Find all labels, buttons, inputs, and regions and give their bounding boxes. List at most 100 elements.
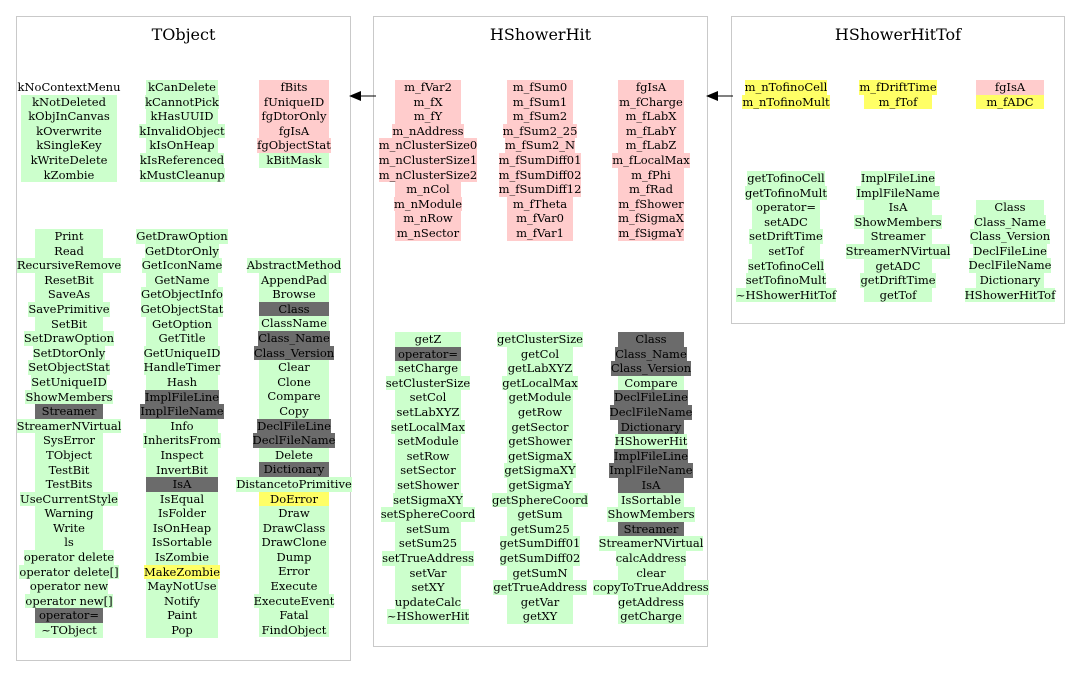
member-streamernvirtual: StreamerNVirtual xyxy=(16,418,122,434)
member-setobjectstat: SetObjectStat xyxy=(28,360,110,375)
member-m-fvar2: m_fVar2 xyxy=(395,80,461,95)
member-class-name: Class_Name xyxy=(615,346,687,362)
member-implfilename: ImplFileName xyxy=(856,185,940,201)
member-kwritedelete: kWriteDelete xyxy=(21,152,117,168)
member-m-fphi: m_fPhi xyxy=(618,167,684,183)
member-syserror: SysError xyxy=(35,433,103,448)
member-class-version: Class_Version xyxy=(610,361,692,376)
member-kbitmask: kBitMask xyxy=(259,152,329,168)
member-getsumdiff01: getSumDiff01 xyxy=(499,536,581,551)
member-distancetoprimitive: DistancetoPrimitive xyxy=(236,476,352,492)
member-browse: Browse xyxy=(259,287,329,302)
member-class-version: Class_Version xyxy=(969,229,1051,244)
member-read: Read xyxy=(35,243,103,259)
member-column-tobject-3: fBits fUniqueID fgDtorOnly fgIsA fgObjectSta… xyxy=(224,80,364,168)
member-doerror: DoError xyxy=(259,491,329,507)
member-m-ntofinomult: m_nTofinoMult xyxy=(742,94,830,110)
member-hshowerhit: ~HShowerHit xyxy=(386,609,470,624)
member-column-tobject-6: AbstractMethod AppendPad Browse Class ClassN… xyxy=(224,258,364,638)
member-dictionary: Dictionary xyxy=(976,272,1044,288)
member-setrow: setRow xyxy=(395,448,461,464)
member-implfilename: ImplFileName xyxy=(609,463,693,478)
member-copy: Copy xyxy=(259,403,329,419)
member-draw: Draw xyxy=(259,506,329,521)
member-class: Class xyxy=(259,301,329,317)
member-fgdtoronly: fgDtorOnly xyxy=(259,109,329,124)
member-invertbit: InvertBit xyxy=(146,462,218,478)
member-usecurrentstyle: UseCurrentStyle xyxy=(20,491,118,507)
member-operator-new: operator new[] xyxy=(25,593,113,609)
member-gettofinomult: getTofinoMult xyxy=(745,185,827,201)
member-column-tobject-1: kNoContextMenu kNotDeleted kObjInCanvas kOv… xyxy=(0,80,139,183)
member-gettofinocell: getTofinoCell xyxy=(747,171,825,186)
member-inspect: Inspect xyxy=(146,447,218,463)
member-hshowerhittof: ~HShowerHitTof xyxy=(735,287,837,303)
member-getsigmay: getSigmaY xyxy=(507,477,573,493)
member-column-hshowerhit-4: getZ operator= setCharge setClusterSize setC… xyxy=(358,332,498,624)
member-testbit: TestBit xyxy=(35,462,103,478)
member-tobject: TObject xyxy=(35,447,103,463)
member-setdtoronly: SetDtorOnly xyxy=(32,345,106,361)
member-column-tobject-4: Print Read RecursiveRemove ResetBit SaveAs Sa… xyxy=(0,229,139,638)
member-setmodule: setModule xyxy=(395,434,461,449)
member-khasuuid: kHasUUID xyxy=(146,109,218,124)
member-getxy: getXY xyxy=(507,609,573,624)
member-getclustersize: getClusterSize xyxy=(497,332,583,347)
member-delete: Delete xyxy=(259,447,329,463)
member-error: Error xyxy=(259,564,329,580)
member-isa: IsA xyxy=(618,477,684,493)
member-class-name: Class_Name xyxy=(258,330,330,346)
member-class: Class xyxy=(618,332,684,347)
member-column-tobject-2: kCanDelete kCannotPick kHasUUID kInvalidObj… xyxy=(112,80,252,183)
member-info: Info xyxy=(146,418,218,434)
member-dictionary: Dictionary xyxy=(259,462,329,477)
member-executeevent: ExecuteEvent xyxy=(253,593,335,609)
member-setspherecoord: setSphereCoord xyxy=(380,507,476,522)
member-m-nsector: m_nSector xyxy=(395,225,461,241)
member-kinvalidobject: kInvalidObject xyxy=(139,123,225,139)
member-streamer: Streamer xyxy=(35,404,103,419)
member-gettof: getTof xyxy=(864,287,932,303)
member-ksinglekey: kSingleKey xyxy=(21,138,117,153)
member-m-fsum1: m_fSum1 xyxy=(507,94,573,110)
member-getsumdiff02: getSumDiff02 xyxy=(499,550,581,566)
member-column-hshowerhittof-3: fgIsA m_fADC xyxy=(940,80,1080,110)
member-m-nmodule: m_nModule xyxy=(393,196,462,212)
member-implfileline: ImplFileLine xyxy=(613,448,689,464)
member-tobject: ~TObject xyxy=(35,623,103,638)
member-hshowerhittof: HShowerHitTof xyxy=(964,287,1056,303)
member-column-hshowerhittof-4: getTofinoCell getTofinoMult operator= setAD… xyxy=(716,171,856,303)
member-m-fshower: m_fShower xyxy=(618,196,684,212)
member-knocontextmenu: kNoContextMenu xyxy=(17,80,121,94)
member-fgisa: fgIsA xyxy=(259,123,329,139)
member-clear: clear xyxy=(618,565,684,581)
member-iszombie: IsZombie xyxy=(146,550,218,565)
member-notify: Notify xyxy=(146,593,218,609)
member-class-name: Class_Name xyxy=(974,214,1046,230)
member-operator-delete: operator delete xyxy=(23,550,115,565)
member-isfolder: IsFolder xyxy=(146,506,218,521)
member-m-nclustersize0: m_nClusterSize0 xyxy=(378,138,478,153)
member-koverwrite: kOverwrite xyxy=(21,123,117,139)
member-gettrueaddress: getTrueAddress xyxy=(493,580,587,595)
member-getspherecoord: getSphereCoord xyxy=(491,492,589,508)
class-title: HShowerHitTof xyxy=(834,25,962,44)
member-m-ncol: m_nCol xyxy=(395,182,461,197)
member-streamer: Streamer xyxy=(864,229,932,244)
member-getcol: getCol xyxy=(507,346,573,362)
member-setsigmaxy: setSigmaXY xyxy=(393,492,463,508)
member-column-hshowerhit-5: getClusterSize getCol getLabXYZ getLocalMax… xyxy=(470,332,610,624)
member-getdrifttime: getDriftTime xyxy=(860,273,936,288)
member-hash: Hash xyxy=(146,374,218,390)
member-geticonname: GetIconName xyxy=(141,258,223,273)
member-getsum25: getSum25 xyxy=(507,521,573,537)
member-issortable: IsSortable xyxy=(146,535,218,551)
member-m-flocalmax: m_fLocalMax xyxy=(612,152,690,168)
member-getsigmaxy: getSigmaXY xyxy=(504,463,576,478)
member-print: Print xyxy=(35,229,103,244)
member-setuniqueid: SetUniqueID xyxy=(31,374,107,390)
member-declfilename: DeclFileName xyxy=(609,404,693,420)
member-kisreferenced: kIsReferenced xyxy=(139,152,225,168)
member-getobjectstat: GetObjectStat xyxy=(140,301,224,317)
member-getlabxyz: getLabXYZ xyxy=(507,361,573,376)
